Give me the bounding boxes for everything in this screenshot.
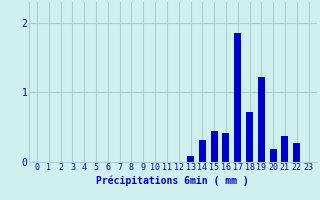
Bar <box>199 140 206 162</box>
Bar <box>187 156 194 162</box>
Bar <box>234 33 241 162</box>
Bar <box>258 77 265 162</box>
Bar <box>246 112 253 162</box>
Bar <box>293 143 300 162</box>
Bar <box>281 136 288 162</box>
Bar <box>222 133 229 162</box>
Bar <box>269 149 277 162</box>
X-axis label: Précipitations 6min ( mm ): Précipitations 6min ( mm ) <box>96 175 249 186</box>
Bar <box>211 131 218 162</box>
